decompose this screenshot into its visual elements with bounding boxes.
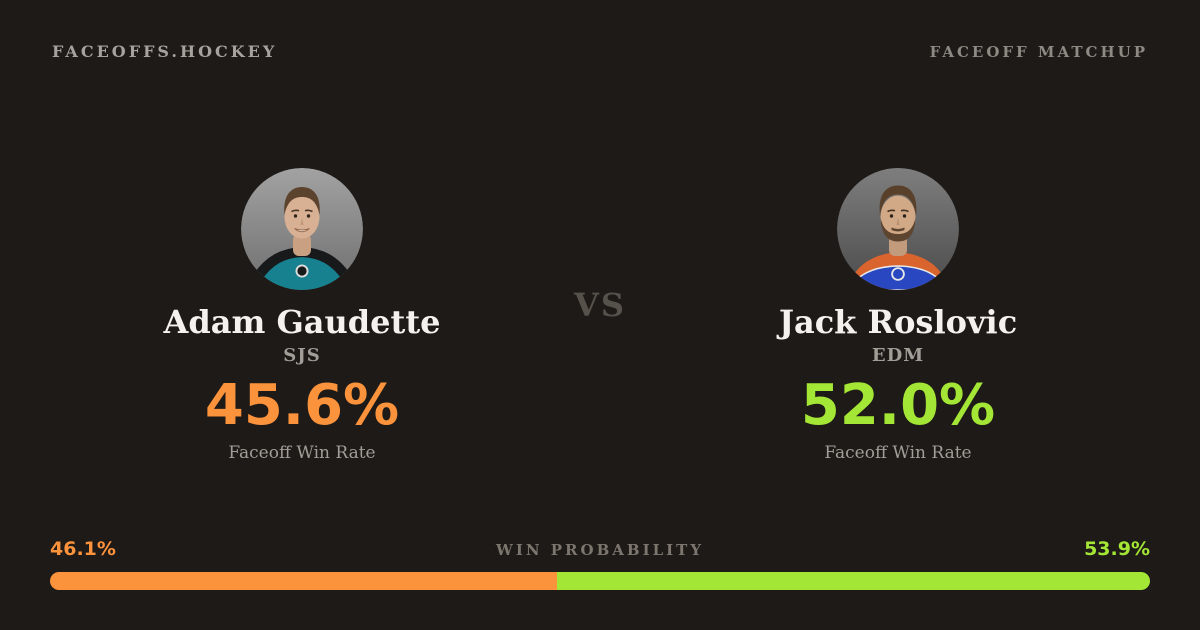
win-bar-right-segment — [557, 572, 1150, 590]
vs-label: VS — [574, 286, 626, 324]
player-team: SJS — [283, 345, 321, 367]
player-card-right: Jack Roslovic EDM 52.0% Faceoff Win Rate — [678, 168, 1118, 463]
player-stat: 52.0% — [800, 373, 996, 439]
player-name: Adam Gaudette — [163, 303, 441, 341]
win-probability-title: WIN PROBABILITY — [495, 541, 705, 559]
player-stat: 45.6% — [204, 373, 400, 439]
win-probability-bar — [50, 572, 1150, 590]
player-team: EDM — [871, 345, 925, 367]
player-avatar-right — [837, 168, 959, 290]
win-probability-section: 46.1% WIN PROBABILITY 53.9% — [50, 538, 1150, 590]
win-bar-left-segment — [50, 572, 558, 590]
header: FACEOFFS.HOCKEY FACEOFF MATCHUP — [52, 42, 1148, 61]
page-title: FACEOFF MATCHUP — [929, 43, 1148, 61]
stat-caption: Faceoff Win Rate — [824, 443, 972, 464]
jack-roslovic-headshot-icon — [837, 168, 959, 290]
site-brand: FACEOFFS.HOCKEY — [52, 42, 278, 61]
player-name: Jack Roslovic — [778, 303, 1018, 341]
adam-gaudette-headshot-icon — [241, 168, 363, 290]
player-card-left: Adam Gaudette SJS 45.6% Faceoff Win Rate — [82, 168, 522, 463]
player-avatar-left — [241, 168, 363, 290]
stat-caption: Faceoff Win Rate — [228, 443, 376, 464]
win-left-label: 46.1% — [50, 538, 116, 560]
win-right-label: 53.9% — [1084, 538, 1150, 560]
win-probability-labels: 46.1% WIN PROBABILITY 53.9% — [50, 538, 1150, 564]
